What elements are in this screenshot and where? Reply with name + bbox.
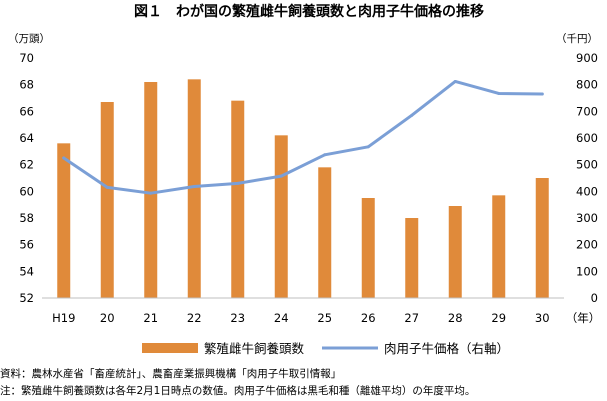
- bar: [144, 82, 158, 298]
- left-tick-label: 54: [19, 264, 34, 278]
- right-tick-label: 300: [576, 211, 598, 225]
- right-tick-label: 0: [591, 291, 598, 305]
- footnote: 注：繁殖雌牛飼養頭数は各年2月1日時点の数値。肉用子牛価格は黒毛和種（離雄平均）…: [0, 385, 476, 397]
- line-point: [453, 79, 457, 83]
- x-tick-label: 30: [535, 311, 550, 325]
- left-tick-label: 66: [19, 104, 34, 118]
- legend: 繁殖雌牛飼養頭数 肉用子牛価格（右軸）: [142, 341, 509, 356]
- x-tick-label: 27: [404, 311, 419, 325]
- left-tick-label: 68: [19, 78, 34, 92]
- bar: [274, 135, 288, 298]
- right-tick-label: 700: [576, 104, 598, 118]
- right-tick-label: 100: [576, 264, 598, 278]
- legend-bar-swatch: [142, 343, 198, 353]
- right-tick-label: 400: [576, 184, 598, 198]
- x-tick-label: 20: [100, 311, 115, 325]
- line-point: [105, 185, 109, 189]
- source-note: 資料：農林水産省「畜産統計」、農畜産業振興機構「肉用子牛取引情報」: [0, 368, 342, 380]
- x-tick-label: 23: [230, 311, 245, 325]
- line-point: [279, 174, 283, 178]
- line-point: [497, 91, 501, 95]
- line-point: [323, 153, 327, 157]
- x-tick-label: 22: [187, 311, 202, 325]
- right-tick-label: 500: [576, 158, 598, 172]
- bar: [492, 195, 506, 298]
- x-tick-label: 26: [361, 311, 376, 325]
- line-point: [149, 191, 153, 195]
- line-point: [236, 181, 240, 185]
- price-line: [62, 79, 544, 195]
- bar: [318, 167, 332, 298]
- right-axis: 0 100 200 300 400 500 600 700 800 900: [576, 51, 598, 305]
- x-tick-label: 28: [448, 311, 463, 325]
- bar: [361, 198, 375, 298]
- line-series: [62, 79, 544, 195]
- left-axis-unit: （万頭）: [8, 33, 50, 45]
- x-tick-label: 29: [491, 311, 506, 325]
- x-axis-unit: （年）: [566, 311, 601, 325]
- bar-series: [57, 79, 549, 299]
- right-axis-unit: （千円）: [556, 33, 598, 45]
- line-point: [366, 145, 370, 149]
- x-tick-label: 24: [274, 311, 289, 325]
- bar: [448, 206, 462, 298]
- bar: [231, 100, 245, 299]
- x-tick-label: 25: [317, 311, 332, 325]
- right-tick-label: 200: [576, 238, 598, 252]
- x-axis: H19 20 21 22 23 24 25 26 27 28 29 30: [52, 311, 549, 325]
- right-tick-label: 800: [576, 78, 598, 92]
- right-tick-label: 900: [576, 51, 598, 65]
- line-point: [410, 113, 414, 117]
- left-tick-label: 56: [19, 238, 34, 252]
- left-tick-label: 64: [19, 131, 34, 145]
- line-point: [540, 92, 544, 96]
- left-tick-label: 60: [19, 184, 34, 198]
- left-tick-label: 70: [19, 51, 34, 65]
- left-axis: 52 54 56 58 60 62 64 66 68 70: [19, 51, 34, 305]
- x-tick-label: 21: [143, 311, 158, 325]
- x-tick-label: H19: [52, 311, 75, 325]
- bar: [187, 79, 201, 298]
- right-tick-label: 600: [576, 131, 598, 145]
- legend-bar-label: 繁殖雌牛飼養頭数: [204, 341, 305, 356]
- chart-title: 図１ わが国の繁殖雌牛飼養頭数と肉用子牛価格の推移: [134, 3, 484, 20]
- legend-line-label: 肉用子牛価格（右軸）: [384, 341, 509, 356]
- bar: [57, 143, 71, 298]
- bar: [100, 102, 114, 298]
- left-tick-label: 58: [19, 211, 34, 225]
- left-tick-label: 52: [19, 291, 34, 305]
- bar: [405, 218, 419, 298]
- left-tick-label: 62: [19, 158, 34, 172]
- line-point: [192, 185, 196, 189]
- bar: [535, 178, 549, 298]
- line-point: [62, 156, 66, 160]
